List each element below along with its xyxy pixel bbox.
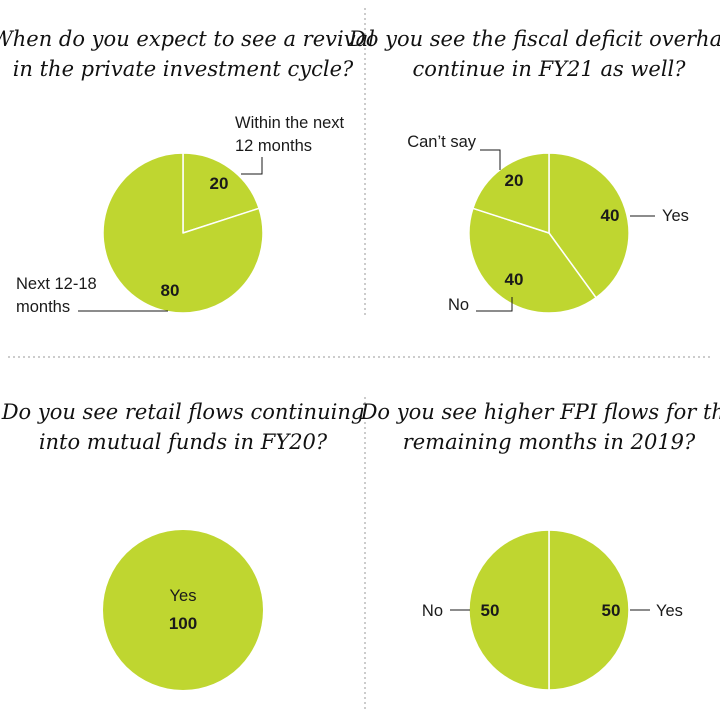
chart-2-slice-3 xyxy=(472,152,550,234)
chart-1-slice-2-value-label: 80 xyxy=(161,281,180,300)
chart-1-slice-2-name-label-line-1: Next 12-18 xyxy=(16,275,97,293)
chart-1-slice-1-leader-line xyxy=(241,157,263,175)
chart-2-slice-2-name-label-line-1: No xyxy=(448,296,469,314)
chart-2-slice-2 xyxy=(468,207,597,314)
chart-4-slice-1 xyxy=(548,529,630,691)
chart-2-slice-3-value-label: 20 xyxy=(505,171,524,190)
chart-1-slice-1-name-label-line-1: Within the next xyxy=(235,114,345,132)
chart-1-slice-2 xyxy=(102,152,264,314)
chart-4-title-line-1: Do you see higher FPI flows for the xyxy=(360,400,720,424)
chart-4-slice-1-value-label: 50 xyxy=(602,601,621,620)
chart-3-title-line-1: Do you see retail flows continuing xyxy=(1,400,365,424)
chart-3-slice-1-value-label: 100 xyxy=(169,614,197,633)
chart-3-slice-1-name-label-line-1: Yes xyxy=(170,587,197,605)
chart-2-slice-1-value-label: 40 xyxy=(601,206,620,225)
chart-2-slice-3-leader-line xyxy=(480,149,501,170)
chart-1-title-line-2: in the private investment cycle? xyxy=(13,57,354,81)
chart-2-slice-2-leader-line xyxy=(476,297,513,312)
chart-1-title-line-1: When do you expect to see a revival xyxy=(0,27,375,51)
chart-4-slice-2-name-label-line-1: No xyxy=(422,602,443,620)
chart-2-slice-1-name-label-line-1: Yes xyxy=(662,207,689,225)
chart-4-slice-1-name-label-line-1: Yes xyxy=(656,602,683,620)
chart-1-slice-1 xyxy=(182,152,260,234)
chart-2-title-line-2: continue in FY21 as well? xyxy=(412,57,686,81)
chart-2-slice-3-name-label-line-1: Can’t say xyxy=(407,133,477,151)
chart-3-slice-1 xyxy=(103,530,263,690)
chart-1-slice-1-value-label: 20 xyxy=(210,174,229,193)
chart-4-slice-2-value-label: 50 xyxy=(481,601,500,620)
chart-3-title-line-2: into mutual funds in FY20? xyxy=(39,430,328,454)
chart-1-slice-1-name-label-line-2: 12 months xyxy=(235,137,312,155)
chart-4-title-line-2: remaining months in 2019? xyxy=(403,430,696,454)
chart-2-title-line-1: Do you see the fiscal deficit overhang xyxy=(348,27,720,51)
chart-2-slice-1 xyxy=(548,152,630,299)
chart-1-slice-2-name-label-line-2: months xyxy=(16,298,70,316)
chart-2-slice-2-value-label: 40 xyxy=(505,270,524,289)
